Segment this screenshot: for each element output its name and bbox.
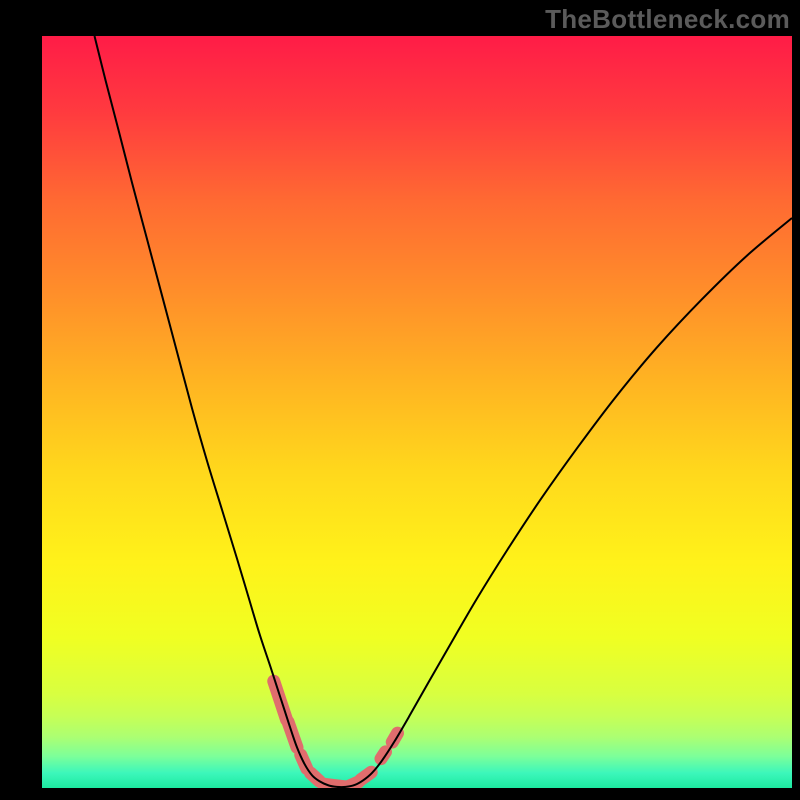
plot-svg [42,36,792,788]
watermark-text: TheBottleneck.com [545,4,790,35]
plot-background [42,36,792,788]
